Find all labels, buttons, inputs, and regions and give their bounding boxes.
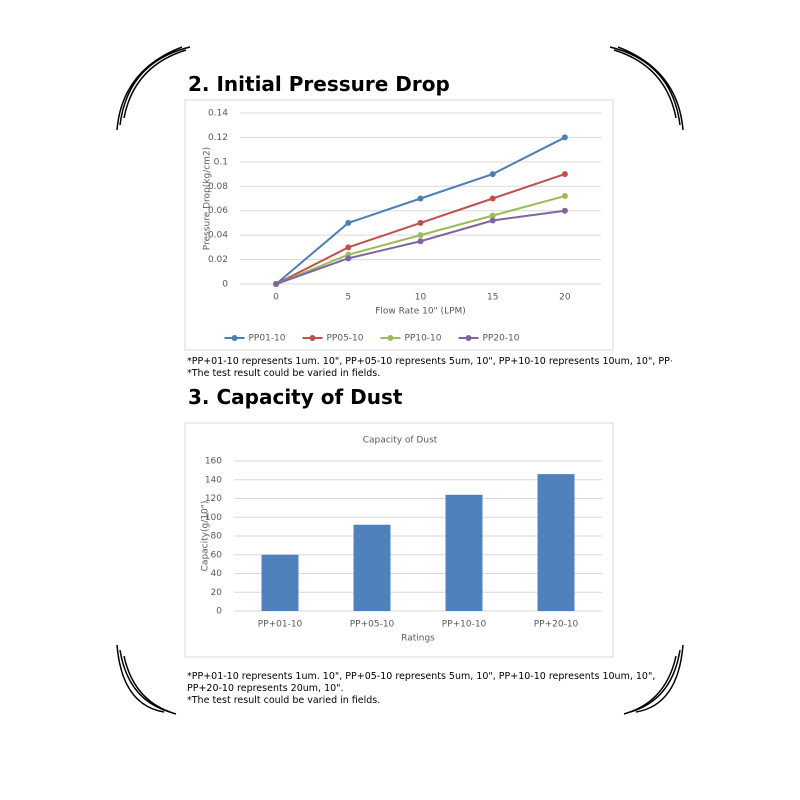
x-tick-label: PP+05-10 [350,620,395,630]
data-point [489,171,496,178]
x-axis-label: Flow Rate 10" (LPM) [375,307,466,317]
data-point [489,212,496,219]
data-point [345,244,352,251]
legend-swatch [309,335,316,341]
bar [353,524,391,611]
bar [445,494,483,611]
data-point [417,219,424,226]
data-point [417,195,424,202]
data-point [489,195,496,202]
data-point [417,238,424,245]
y-tick-label: 0.06 [208,206,228,216]
legend-label: PP05-10 [327,334,364,344]
y-tick-label: 0.1 [214,157,228,167]
data-point [417,232,424,239]
page-curl [116,46,684,715]
bar [537,474,575,611]
x-tick-label: PP+01-10 [258,620,303,630]
y-tick-label: 0.04 [208,231,228,241]
y-tick-label: 0.12 [208,133,228,143]
y-tick-label: 0 [216,607,222,617]
x-tick-label: 0 [273,293,279,303]
y-tick-label: 160 [205,457,222,467]
y-tick-label: 100 [205,513,222,523]
legend-label: PP20-10 [483,334,520,344]
y-tick-label: 0.14 [208,109,228,119]
y-tick-label: 20 [211,588,223,598]
x-tick-label: 20 [559,293,571,303]
legend-swatch [387,335,394,341]
data-point [345,255,352,262]
data-point [561,134,568,141]
x-tick-label: PP+20-10 [534,620,579,630]
legend-swatch [231,335,238,341]
x-tick-label: 10 [415,293,427,303]
data-point [561,207,568,214]
x-tick-label: 15 [487,293,498,303]
y-tick-label: 0.08 [208,182,228,192]
data-point [345,219,352,226]
note: *The test result could be varied in fiel… [187,695,381,706]
note: *PP+01-10 represents 1um. 10", PP+05-10 … [187,671,656,694]
legend-swatch [465,335,472,341]
data-point [489,217,496,224]
data-point [561,193,568,200]
y-tick-label: 40 [211,569,223,579]
data-point [273,281,280,287]
legend-label: PP10-10 [405,334,442,344]
y-tick-label: 0 [222,280,228,290]
y-tick-label: 0.02 [208,255,228,265]
legend-label: PP01-10 [249,334,286,344]
y-axis-label: Capacity(g/10") [201,501,211,572]
x-axis-label: Ratings [401,634,435,644]
x-tick-label: 5 [345,293,351,303]
y-axis-label: Pressure Drop(kg/cm2) [203,147,213,250]
y-tick-label: 120 [205,494,222,504]
y-tick-label: 60 [211,550,223,560]
note: *PP+01-10 represents 1um. 10", PP+05-10 … [187,356,672,367]
note: *The test result could be varied in fiel… [187,368,381,379]
chart-frame [184,99,614,351]
chart-title: Capacity of Dust [363,436,438,446]
data-point [561,171,568,178]
bar [261,554,299,611]
y-tick-label: 80 [211,532,223,542]
heading: 3. Capacity of Dust [188,385,403,409]
y-tick-label: 140 [205,475,222,485]
heading: 2. Initial Pressure Drop [188,72,450,96]
x-tick-label: PP+10-10 [442,620,487,630]
